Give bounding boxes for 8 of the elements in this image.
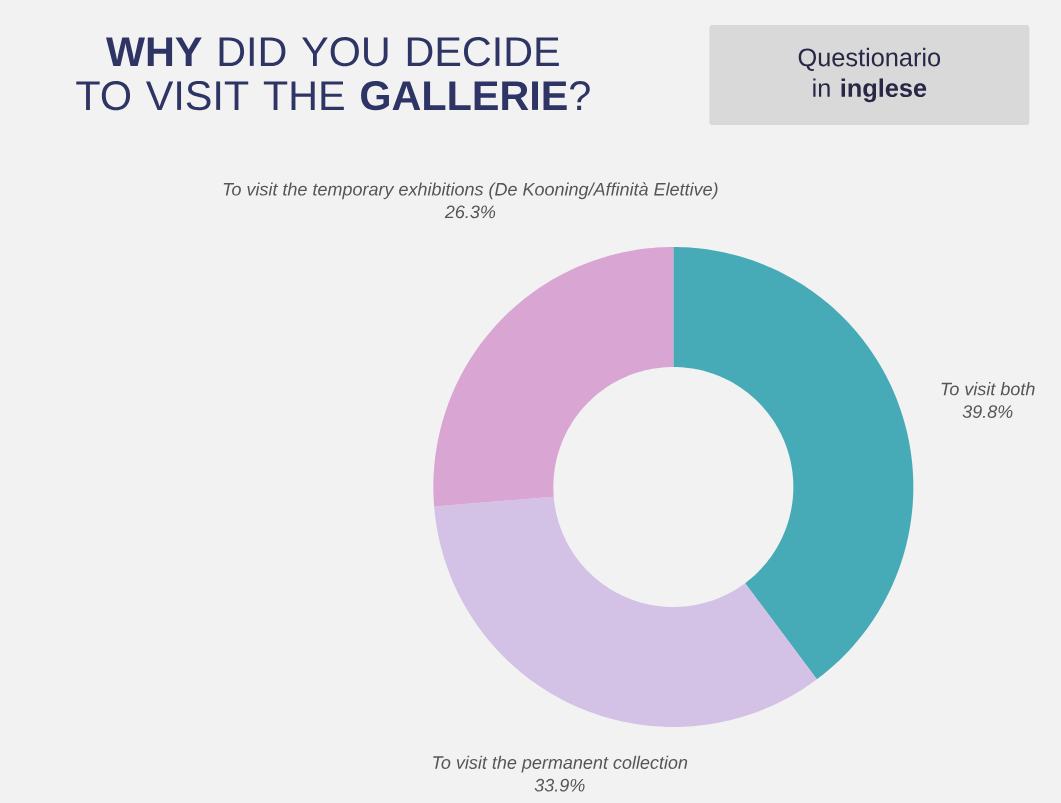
data-label: 33.9% [534, 778, 585, 792]
slice-label: To visit both [941, 382, 1035, 396]
data-label: 39.8% [962, 405, 1013, 418]
chart-title: WHY DID YOU DECIDE TO VISIT THE GALLERIE? [76, 37, 590, 111]
slice-label: To visit the temporary exhibitions (De Kooning/Affinità Elettive) [223, 182, 718, 200]
data-label: 26.3% [444, 205, 496, 219]
chart-subtitle: Questionario in inglese [798, 47, 941, 103]
slice-label: To visit the permanent collection [433, 755, 688, 773]
